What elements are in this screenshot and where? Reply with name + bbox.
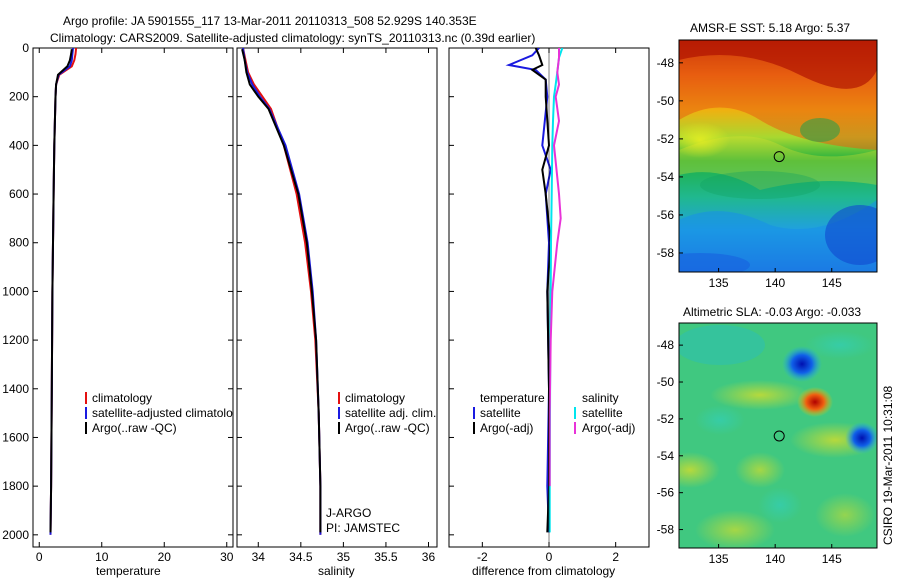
legend-label-argo: Argo(..raw -QC): [92, 421, 177, 435]
x-tick-label: 10: [95, 550, 109, 564]
sst-y-tick-label: -58: [657, 246, 675, 260]
x-tick-label: 36: [422, 550, 436, 564]
footer-stamp: CSIRO 19-Mar-2011 10:31:08: [881, 385, 895, 545]
temperature-panel: 0 10 20 30: [36, 47, 234, 564]
legend-label-temp-satellite: satellite: [480, 406, 521, 420]
difference-xlabel: difference from climatology: [472, 564, 615, 578]
series-line-temperature-satellite: [505, 48, 552, 533]
depth-tick-label: 1800: [2, 479, 29, 493]
depth-tick-label: 1600: [2, 430, 29, 444]
x-tick-label: 30: [220, 550, 234, 564]
sla-x-tick-label: 135: [709, 552, 729, 566]
sst-x-tick-label: 145: [822, 276, 842, 290]
sla-argo-marker: [773, 430, 785, 442]
sst-argo-marker: [773, 151, 785, 163]
salinity-xlabel: salinity: [318, 564, 355, 578]
sst-y-tick-label: -56: [657, 208, 675, 222]
x-tick-label: 0: [36, 550, 43, 564]
salinity-legend: climatology satellite adj. clim. Argo(..…: [326, 391, 436, 535]
difference-legend: temperature salinity satellite Argo(-adj…: [473, 391, 635, 435]
salinity-plot-area: [236, 47, 438, 548]
legend-title-temperature: temperature: [480, 391, 545, 405]
series-line-argo-raw-qc-: [49, 49, 73, 533]
x-tick-label: 2: [612, 550, 619, 564]
sla-map: [679, 323, 877, 548]
series-line-salinity-argo-adj-: [548, 48, 562, 487]
sst-y-tick-label: -54: [657, 170, 675, 184]
difference-panel: -2 0 2: [449, 47, 619, 564]
series-line-argo-raw-qc-: [241, 48, 322, 533]
sla-map-frame: [678, 322, 878, 549]
sst-map-frame: [678, 39, 878, 273]
x-tick-label: 34.5: [289, 550, 313, 564]
legend-title-salinity: salinity: [582, 391, 619, 405]
depth-tick-label: 600: [9, 187, 29, 201]
temperature-legend: climatology satellite-adjusted climatolo…: [85, 391, 245, 435]
x-tick-label: 34: [252, 550, 266, 564]
sst-y-tick-label: -48: [657, 56, 675, 70]
legend-label-climatology: climatology: [92, 391, 152, 405]
series-line-satellite-adjusted-climatology: [49, 48, 74, 535]
depth-tick-label: 1400: [2, 382, 29, 396]
temperature-xlabel: temperature: [96, 564, 161, 578]
series-line-climatology: [242, 48, 322, 535]
depth-axis: 0 200 400 600 800 1000 1200 1400 1600 1800 2000: [2, 41, 38, 542]
annotation-jargo: J-ARGO: [326, 506, 371, 520]
sla-y-tick-label: -50: [657, 375, 675, 389]
legend-label-temp-argo: Argo(-adj): [480, 421, 533, 435]
depth-tick-label: 0: [22, 41, 29, 55]
legend-label-satellite-adjusted: satellite-adjusted climatology: [92, 406, 245, 420]
sst-x-tick-label: 140: [765, 276, 785, 290]
x-tick-label: 20: [158, 550, 172, 564]
series-line-temperature-argo-adj-: [530, 48, 552, 533]
depth-tick-label: 1000: [2, 284, 29, 298]
depth-tick-label: 200: [9, 90, 29, 104]
legend-label-sal-satellite: satellite: [582, 406, 623, 420]
temperature-plot-area: [32, 47, 234, 548]
header-line-1: Argo profile: JA 5901555_117 13-Mar-2011…: [63, 14, 477, 28]
sla-y-tick-label: -48: [657, 338, 675, 352]
sst-y-tick-label: -52: [657, 132, 675, 146]
sla-y-tick-label: -52: [657, 412, 675, 426]
series-line-satellite-adj-clim-: [242, 48, 322, 535]
x-tick-label: 0: [546, 550, 553, 564]
header-line-2: Climatology: CARS2009. Satellite-adjuste…: [50, 31, 535, 45]
sst-map: [679, 40, 877, 272]
sla-map-title: Altimetric SLA: -0.03 Argo: -0.033: [683, 305, 861, 319]
legend-label-satellite: satellite adj. clim.: [345, 406, 436, 420]
depth-tick-label: 2000: [2, 528, 29, 542]
sla-x-tick-label: 145: [822, 552, 842, 566]
sla-y-tick-label: -54: [657, 449, 675, 463]
x-tick-label: 35: [337, 550, 351, 564]
sst-map-title: AMSR-E SST: 5.18 Argo: 5.37: [690, 21, 850, 35]
depth-tick-label: 1200: [2, 333, 29, 347]
depth-tick-label: 800: [9, 236, 29, 250]
legend-label-climatology: climatology: [345, 391, 405, 405]
sst-x-tick-label: 135: [709, 276, 729, 290]
legend-label-argo: Argo(..raw -QC): [345, 421, 430, 435]
legend-label-sal-argo: Argo(-adj): [582, 421, 635, 435]
sla-y-tick-label: -56: [657, 486, 675, 500]
x-tick-label: 35.5: [374, 550, 398, 564]
sst-y-tick-label: -50: [657, 94, 675, 108]
annotation-pi: PI: JAMSTEC: [326, 521, 400, 535]
sla-y-tick-label: -58: [657, 523, 675, 537]
sla-x-tick-label: 140: [765, 552, 785, 566]
depth-tick-label: 400: [9, 138, 29, 152]
salinity-panel: 34 34.5 35 35.5 36: [237, 47, 436, 564]
x-tick-label: -2: [477, 550, 488, 564]
